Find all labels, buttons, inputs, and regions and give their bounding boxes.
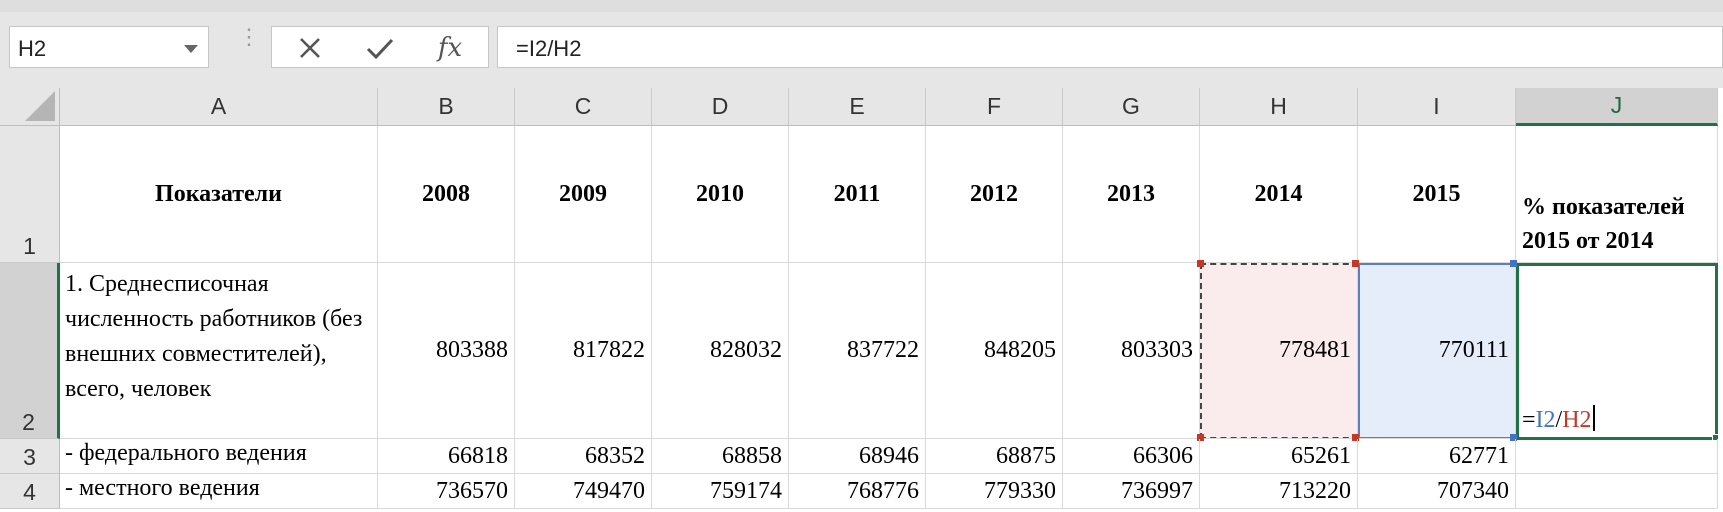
cell-c1[interactable]: 2009 [515, 126, 652, 263]
cell-i4[interactable]: 707340 [1358, 474, 1516, 509]
cell-c4[interactable]: 749470 [515, 474, 652, 509]
cell-c2[interactable]: 817822 [515, 263, 652, 439]
column-header-g[interactable]: G [1063, 88, 1200, 126]
fx-label: fx [437, 33, 463, 63]
cell-j3[interactable] [1516, 439, 1718, 474]
cell-f3[interactable]: 68875 [926, 439, 1063, 474]
select-all-button[interactable] [0, 88, 60, 126]
cell-b3[interactable]: 66818 [378, 439, 515, 474]
cell-b4[interactable]: 736570 [378, 474, 515, 509]
formula-ref-h2: H2 [1562, 407, 1592, 433]
formula-bar: H2 ⋮ fx =I2/H2 [0, 12, 1723, 88]
cell-g4[interactable]: 736997 [1063, 474, 1200, 509]
column-header-e[interactable]: E [789, 88, 926, 126]
cell-e1[interactable]: 2011 [789, 126, 926, 263]
chevron-down-icon[interactable] [184, 45, 198, 53]
ref-handle-h2-br[interactable] [1352, 434, 1359, 441]
cell-a3[interactable]: - федерального ведения [60, 439, 378, 474]
column-header-b[interactable]: B [378, 88, 515, 126]
cell-a1[interactable]: Показатели [60, 126, 378, 263]
cell-d3[interactable]: 68858 [652, 439, 789, 474]
grip-icon[interactable]: ⋮ [238, 24, 260, 49]
cell-f1[interactable]: 2012 [926, 126, 1063, 263]
formula-buttons: fx [271, 26, 489, 68]
ref-handle-i2-br[interactable] [1510, 434, 1517, 441]
cell-j2-active[interactable]: =I2/H2 [1516, 263, 1718, 440]
cell-h3[interactable]: 65261 [1200, 439, 1358, 474]
text-caret [1592, 405, 1595, 431]
column-header-h[interactable]: H [1200, 88, 1358, 126]
cell-d1[interactable]: 2010 [652, 126, 789, 263]
ref-handle-i2-tr[interactable] [1510, 260, 1517, 267]
column-header-j[interactable]: J [1516, 88, 1718, 126]
formula-input[interactable]: =I2/H2 [497, 26, 1723, 68]
cell-editor[interactable]: =I2/H2 [1522, 405, 1595, 434]
cell-g2[interactable]: 803303 [1063, 263, 1200, 439]
row-header-1[interactable]: 1 [0, 126, 60, 263]
fill-handle[interactable] [1712, 434, 1719, 441]
ref-handle-h2-tl[interactable] [1197, 260, 1204, 267]
column-header-f[interactable]: F [926, 88, 1063, 126]
formula-operator: / [1555, 407, 1563, 433]
cell-b2[interactable]: 803388 [378, 263, 515, 439]
formula-eq: = [1522, 407, 1536, 433]
cell-i2[interactable]: 770111 [1358, 263, 1516, 439]
cell-g3[interactable]: 66306 [1063, 439, 1200, 474]
cell-e2[interactable]: 837722 [789, 263, 926, 439]
cell-i1[interactable]: 2015 [1358, 126, 1516, 263]
cell-d2[interactable]: 828032 [652, 263, 789, 439]
name-box[interactable]: H2 [9, 26, 209, 68]
cell-a4[interactable]: - местного ведения [60, 474, 378, 509]
column-header-c[interactable]: C [515, 88, 652, 126]
cell-e3[interactable]: 68946 [789, 439, 926, 474]
column-header-a[interactable]: A [60, 88, 378, 126]
cell-h4[interactable]: 713220 [1200, 474, 1358, 509]
check-icon[interactable] [360, 31, 400, 65]
column-header-d[interactable]: D [652, 88, 789, 126]
cell-j1[interactable]: % показателей 2015 от 2014 [1516, 126, 1718, 263]
row-header-3[interactable]: 3 [0, 439, 60, 474]
row-header-4[interactable]: 4 [0, 474, 60, 509]
cell-e4[interactable]: 768776 [789, 474, 926, 509]
cell-c3[interactable]: 68352 [515, 439, 652, 474]
cell-j4[interactable] [1516, 474, 1718, 509]
ref-handle-h2-tr[interactable] [1352, 260, 1359, 267]
cell-f4[interactable]: 779330 [926, 474, 1063, 509]
name-box-value: H2 [18, 36, 47, 61]
spreadsheet-grid: A B C D E F G H I J 1 2 3 4 Показатели 2… [0, 88, 1723, 512]
formula-ref-i2: I2 [1535, 407, 1556, 433]
cell-i3[interactable]: 62771 [1358, 439, 1516, 474]
close-icon[interactable] [290, 31, 330, 65]
cell-f2[interactable]: 848205 [926, 263, 1063, 439]
cell-h2[interactable]: 778481 [1200, 263, 1358, 439]
formula-text: =I2/H2 [516, 36, 582, 61]
cell-b1[interactable]: 2008 [378, 126, 515, 263]
cell-d4[interactable]: 759174 [652, 474, 789, 509]
cell-a2[interactable]: 1. Среднесписочная численность работнико… [60, 263, 378, 439]
cell-g1[interactable]: 2013 [1063, 126, 1200, 263]
column-header-i[interactable]: I [1358, 88, 1516, 126]
row-header-2[interactable]: 2 [0, 263, 60, 439]
select-all-icon [25, 91, 55, 121]
cell-h1[interactable]: 2014 [1200, 126, 1358, 263]
ref-handle-h2-bl[interactable] [1197, 434, 1204, 441]
fx-icon[interactable]: fx [430, 31, 470, 65]
